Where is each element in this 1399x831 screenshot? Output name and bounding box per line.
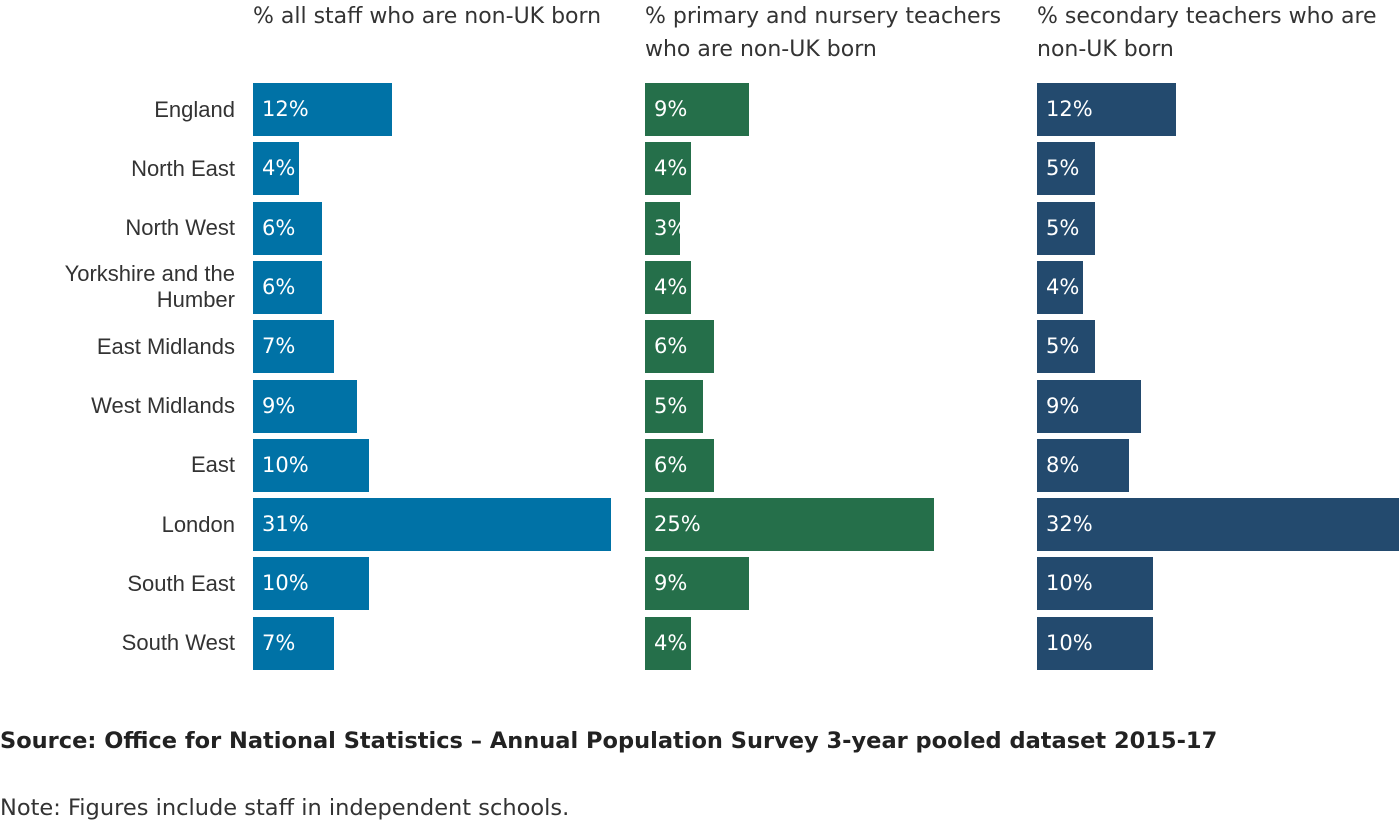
- category-label-east: East: [190, 452, 235, 478]
- bar-value-label: 9%: [654, 97, 688, 121]
- bar-value-label: 6%: [262, 274, 296, 299]
- category-label-north-west: North West: [125, 215, 235, 241]
- bar-1-south-west: 7%: [253, 616, 334, 670]
- bar-value-label: 12%: [262, 97, 309, 121]
- bar-1-north-east: 4%: [253, 142, 300, 196]
- bar-value-label: 3%: [654, 215, 680, 240]
- bar-2-yorkshire-and-the-humber: 4%: [645, 260, 692, 314]
- bar-3-yorkshire-and-the-humber: 4%: [1037, 260, 1084, 314]
- bar-value-label: 7%: [262, 630, 296, 655]
- bar-1-west-midlands: 9%: [253, 379, 357, 433]
- bar-3-west-midlands: 9%: [1037, 379, 1141, 433]
- panel-title-2: % primary and nursery teachers who are n…: [645, 4, 1002, 62]
- bar-value-label: 5%: [1046, 156, 1080, 181]
- bar-1-yorkshire-and-the-humber: 6%: [253, 260, 323, 314]
- bar-2-south-west: 4%: [645, 616, 692, 670]
- bar-value-label: 9%: [262, 393, 296, 418]
- bar-3-london: 32%: [1037, 498, 1399, 552]
- panel-title-1: % all staff who are non-UK born: [253, 4, 602, 29]
- bar-2-london: 25%: [645, 498, 934, 552]
- category-label-west-midlands: West Midlands: [91, 393, 235, 418]
- bar-3-east-midlands: 5%: [1037, 320, 1095, 374]
- category-label-south-east: South East: [127, 570, 235, 596]
- bar-3-north-west: 5%: [1037, 201, 1095, 255]
- bar-1-east: 10%: [253, 438, 369, 492]
- category-label-yorkshire-and-the-humber: Yorkshire and the Humber: [64, 261, 235, 313]
- bar-value-label: 10%: [1046, 571, 1093, 596]
- bar-2-east: 6%: [645, 438, 715, 492]
- bar-value-label: 25%: [654, 512, 701, 537]
- bar-value-label: 7%: [262, 334, 296, 359]
- bar-2-north-west: 3%: [645, 201, 680, 255]
- category-label-south-west: South West: [121, 630, 235, 656]
- bar-value-label: 12%: [1046, 97, 1093, 121]
- bar-value-label: 5%: [1046, 215, 1080, 240]
- panel-title-3: % secondary teachers who are non-UK born: [1037, 4, 1377, 62]
- bar-value-label: 9%: [654, 571, 688, 596]
- bar-value-label: 6%: [654, 452, 688, 477]
- bar-value-label: 4%: [654, 156, 688, 181]
- category-label-london: London: [161, 511, 235, 537]
- bar-2-south-east: 9%: [645, 557, 749, 611]
- bar-value-label: 10%: [262, 452, 309, 477]
- bar-2-north-east: 4%: [645, 142, 692, 196]
- bar-value-label: 4%: [262, 156, 296, 181]
- bar-2-england: 9%: [645, 83, 749, 136]
- bar-1-north-west: 6%: [253, 201, 323, 255]
- bar-3-east: 8%: [1037, 438, 1130, 492]
- bar-value-label: 4%: [654, 274, 688, 299]
- source-text: Source: Office for National Statistics –…: [0, 728, 1218, 754]
- bar-value-label: 32%: [1046, 512, 1093, 537]
- category-label-england: England: [154, 96, 235, 122]
- bar-1-east-midlands: 7%: [253, 320, 334, 374]
- bar-1-england: 12%: [253, 83, 392, 136]
- bar-2-east-midlands: 6%: [645, 320, 715, 374]
- bar-value-label: 4%: [1046, 274, 1080, 299]
- bar-value-label: 10%: [1046, 630, 1093, 655]
- bar-3-south-east: 10%: [1037, 557, 1153, 611]
- category-label-east-midlands: East Midlands: [96, 333, 235, 359]
- bar-value-label: 9%: [1046, 393, 1080, 418]
- bar-3-england: 12%: [1037, 83, 1176, 136]
- bar-2-west-midlands: 5%: [645, 379, 703, 433]
- bar-value-label: 5%: [654, 393, 688, 418]
- bar-1-london: 31%: [253, 498, 612, 552]
- bar-3-north-east: 5%: [1037, 142, 1095, 196]
- category-label-north-east: North East: [131, 155, 235, 181]
- bar-value-label: 10%: [262, 571, 309, 596]
- bar-value-label: 8%: [1046, 452, 1080, 477]
- bar-value-label: 31%: [262, 512, 309, 537]
- bar-value-label: 5%: [1046, 334, 1080, 359]
- bar-1-south-east: 10%: [253, 557, 369, 611]
- bar-value-label: 6%: [654, 334, 688, 359]
- note-text: Note: Figures include staff in independe…: [0, 795, 570, 821]
- bar-3-south-west: 10%: [1037, 616, 1153, 670]
- bar-value-label: 6%: [262, 215, 296, 240]
- bar-value-label: 4%: [654, 630, 688, 655]
